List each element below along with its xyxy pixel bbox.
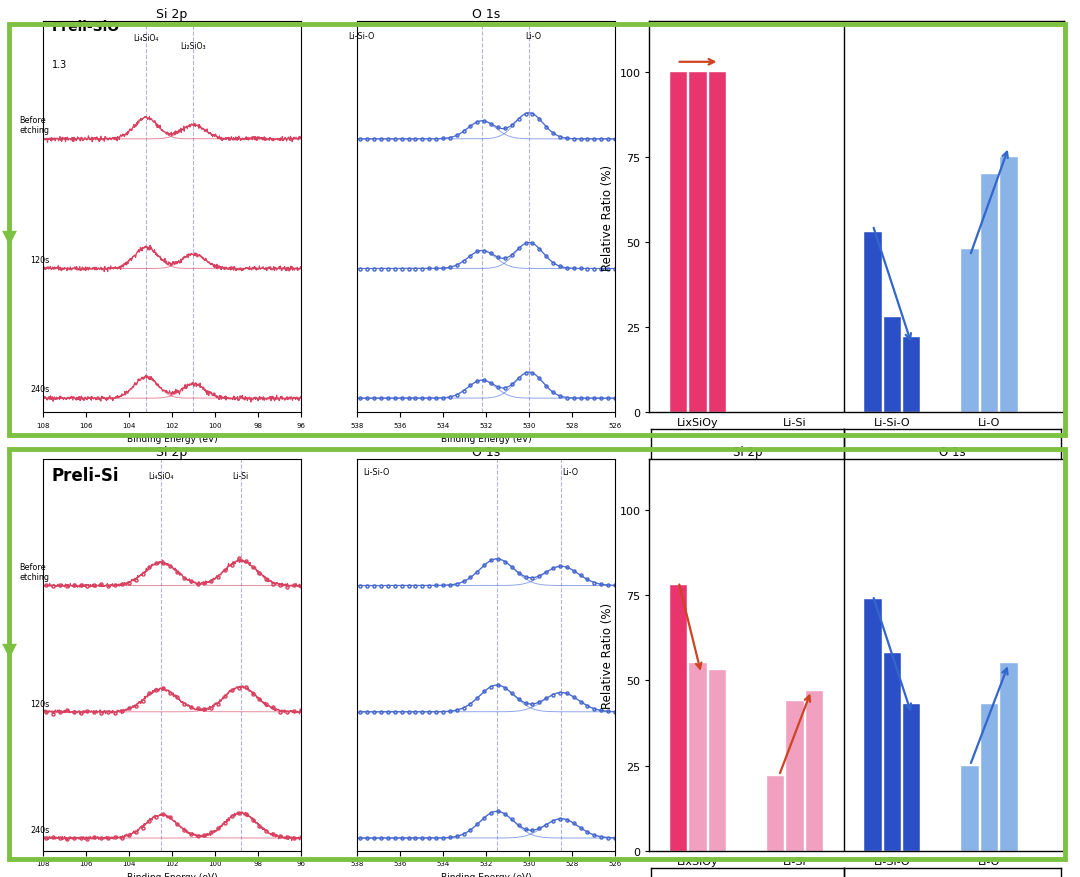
Y-axis label: Relative Ratio (%): Relative Ratio (%) bbox=[600, 602, 613, 709]
Title: O 1s: O 1s bbox=[472, 446, 500, 459]
Bar bbox=[689, 73, 706, 413]
Text: Before
etching: Before etching bbox=[19, 116, 50, 135]
Text: 1.3: 1.3 bbox=[52, 60, 67, 69]
Text: Si 2p: Si 2p bbox=[733, 446, 762, 459]
Bar bbox=[961, 250, 978, 413]
Text: Li-Si-O: Li-Si-O bbox=[348, 32, 375, 40]
Bar bbox=[981, 175, 998, 413]
Title: Si 2p: Si 2p bbox=[157, 8, 188, 21]
Bar bbox=[786, 701, 804, 851]
Text: O 1s: O 1s bbox=[939, 446, 966, 459]
Text: Li₂SiO₃: Li₂SiO₃ bbox=[180, 42, 206, 52]
Text: Before
etching: Before etching bbox=[19, 562, 50, 581]
Text: Li-O: Li-O bbox=[525, 32, 541, 40]
Bar bbox=[670, 73, 687, 413]
Bar bbox=[806, 691, 823, 851]
Bar bbox=[883, 317, 901, 413]
Text: Li₄SiO₄: Li₄SiO₄ bbox=[134, 34, 159, 43]
Text: ▼: ▼ bbox=[2, 227, 17, 246]
Text: Preli-Si: Preli-Si bbox=[52, 467, 119, 484]
Bar bbox=[767, 776, 784, 851]
Bar bbox=[961, 766, 978, 851]
Text: Species: Species bbox=[829, 495, 882, 508]
Bar bbox=[864, 599, 881, 851]
Text: 120s: 120s bbox=[30, 699, 50, 708]
Text: ▼: ▼ bbox=[2, 639, 17, 659]
Title: Si 2p: Si 2p bbox=[157, 446, 188, 459]
X-axis label: Binding Energy (eV): Binding Energy (eV) bbox=[441, 434, 531, 443]
Bar bbox=[903, 338, 920, 413]
Text: 240s: 240s bbox=[30, 825, 50, 834]
Y-axis label: Relative Ratio (%): Relative Ratio (%) bbox=[600, 164, 613, 270]
Text: Li-O: Li-O bbox=[562, 467, 578, 476]
Bar bbox=[670, 586, 687, 851]
X-axis label: Binding Energy (eV): Binding Energy (eV) bbox=[441, 872, 531, 877]
Text: Preli-SiO: Preli-SiO bbox=[52, 19, 120, 33]
Text: Li-Si-O: Li-Si-O bbox=[363, 467, 390, 476]
Bar bbox=[981, 704, 998, 851]
Bar bbox=[1000, 664, 1017, 851]
Bar bbox=[689, 664, 706, 851]
X-axis label: Binding Energy (eV): Binding Energy (eV) bbox=[126, 872, 217, 877]
X-axis label: Binding Energy (eV): Binding Energy (eV) bbox=[126, 434, 217, 443]
Text: Li₄SiO₄: Li₄SiO₄ bbox=[149, 472, 174, 481]
Text: 120s: 120s bbox=[30, 255, 50, 265]
Bar bbox=[708, 73, 726, 413]
Bar bbox=[1000, 158, 1017, 413]
Bar bbox=[883, 653, 901, 851]
Text: 240s: 240s bbox=[30, 385, 50, 394]
Text: Li-Si: Li-Si bbox=[232, 472, 248, 481]
Title: O 1s: O 1s bbox=[472, 8, 500, 21]
Bar bbox=[864, 232, 881, 413]
Bar bbox=[903, 704, 920, 851]
Bar bbox=[708, 671, 726, 851]
